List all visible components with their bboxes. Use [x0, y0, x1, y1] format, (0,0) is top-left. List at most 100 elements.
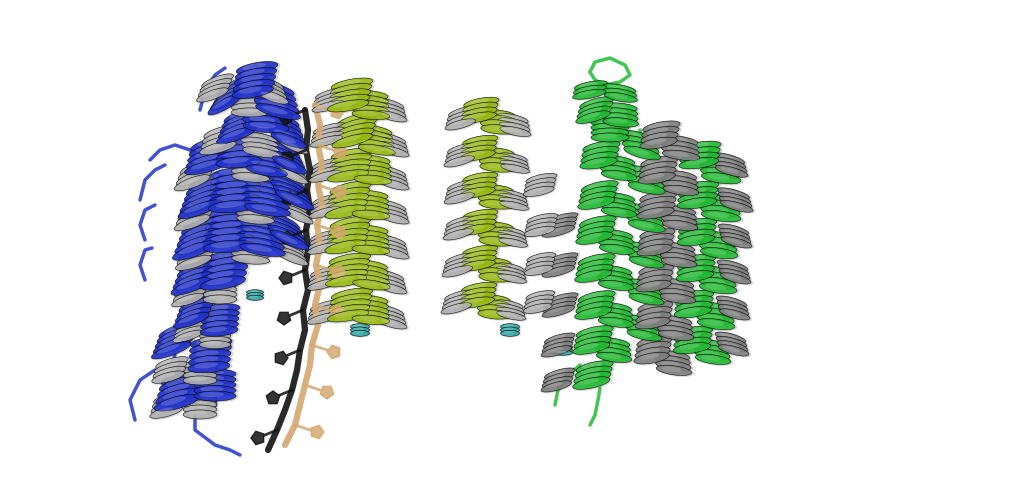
Ellipse shape: [660, 289, 697, 300]
Ellipse shape: [640, 348, 660, 354]
Ellipse shape: [596, 352, 632, 362]
Ellipse shape: [355, 125, 392, 136]
Ellipse shape: [719, 196, 753, 209]
Ellipse shape: [526, 291, 554, 301]
Ellipse shape: [586, 153, 608, 159]
Ellipse shape: [524, 299, 553, 309]
Ellipse shape: [240, 132, 277, 143]
Ellipse shape: [184, 299, 205, 308]
Ellipse shape: [703, 320, 724, 326]
Ellipse shape: [227, 114, 251, 123]
Ellipse shape: [484, 237, 504, 242]
Ellipse shape: [550, 214, 569, 220]
Ellipse shape: [351, 195, 389, 205]
Ellipse shape: [642, 245, 662, 252]
Ellipse shape: [261, 100, 286, 109]
Ellipse shape: [177, 318, 209, 331]
Ellipse shape: [273, 185, 313, 206]
Ellipse shape: [698, 272, 738, 284]
Ellipse shape: [630, 167, 652, 174]
Ellipse shape: [452, 181, 470, 187]
Ellipse shape: [254, 81, 286, 96]
Ellipse shape: [213, 221, 241, 228]
Ellipse shape: [466, 141, 487, 147]
Ellipse shape: [446, 216, 479, 228]
Ellipse shape: [357, 311, 379, 316]
Ellipse shape: [222, 129, 244, 139]
Ellipse shape: [447, 263, 464, 269]
Ellipse shape: [694, 345, 731, 356]
Ellipse shape: [446, 184, 479, 196]
Ellipse shape: [461, 177, 499, 189]
Ellipse shape: [351, 100, 389, 110]
Ellipse shape: [325, 240, 368, 255]
Ellipse shape: [331, 133, 374, 149]
Ellipse shape: [599, 244, 634, 255]
Ellipse shape: [216, 201, 244, 208]
Ellipse shape: [485, 111, 505, 116]
Ellipse shape: [461, 145, 498, 157]
Ellipse shape: [351, 324, 370, 330]
Ellipse shape: [546, 343, 564, 349]
Ellipse shape: [188, 362, 208, 366]
Ellipse shape: [175, 307, 213, 324]
Ellipse shape: [661, 140, 700, 152]
Ellipse shape: [286, 210, 304, 219]
Ellipse shape: [173, 330, 203, 343]
Ellipse shape: [236, 246, 258, 250]
Ellipse shape: [314, 172, 332, 178]
Ellipse shape: [219, 168, 248, 175]
Ellipse shape: [239, 243, 287, 258]
Ellipse shape: [500, 327, 520, 333]
Ellipse shape: [704, 232, 725, 238]
Ellipse shape: [381, 284, 398, 290]
Ellipse shape: [237, 231, 283, 244]
Ellipse shape: [207, 207, 257, 220]
Ellipse shape: [575, 331, 614, 345]
Ellipse shape: [599, 192, 634, 203]
Ellipse shape: [335, 123, 377, 138]
Ellipse shape: [280, 204, 313, 221]
Ellipse shape: [526, 291, 557, 301]
Ellipse shape: [326, 270, 367, 282]
Ellipse shape: [541, 381, 572, 392]
Polygon shape: [275, 351, 288, 365]
Ellipse shape: [373, 98, 403, 109]
Ellipse shape: [481, 125, 518, 135]
Ellipse shape: [701, 205, 742, 217]
Ellipse shape: [186, 153, 233, 170]
Ellipse shape: [373, 305, 403, 316]
Ellipse shape: [485, 159, 504, 163]
Ellipse shape: [249, 110, 275, 116]
Ellipse shape: [351, 95, 389, 105]
Ellipse shape: [266, 213, 288, 224]
Ellipse shape: [483, 228, 503, 232]
Ellipse shape: [208, 305, 229, 310]
Ellipse shape: [325, 205, 368, 220]
Ellipse shape: [596, 129, 618, 133]
Ellipse shape: [333, 171, 357, 177]
Ellipse shape: [383, 180, 400, 186]
Ellipse shape: [161, 396, 186, 405]
Ellipse shape: [381, 319, 398, 325]
Ellipse shape: [596, 124, 618, 128]
Ellipse shape: [329, 89, 372, 102]
Ellipse shape: [179, 217, 199, 225]
Ellipse shape: [308, 238, 341, 250]
Ellipse shape: [152, 396, 186, 410]
Ellipse shape: [183, 400, 217, 409]
Ellipse shape: [479, 148, 515, 157]
Ellipse shape: [279, 166, 298, 175]
Ellipse shape: [553, 345, 573, 350]
Ellipse shape: [376, 204, 407, 215]
Ellipse shape: [179, 297, 217, 314]
Ellipse shape: [447, 110, 480, 122]
Ellipse shape: [351, 305, 391, 316]
Ellipse shape: [383, 214, 400, 220]
Ellipse shape: [499, 238, 528, 247]
Ellipse shape: [183, 371, 218, 381]
Ellipse shape: [459, 297, 494, 308]
Ellipse shape: [173, 241, 216, 260]
Ellipse shape: [597, 229, 634, 240]
Ellipse shape: [588, 142, 610, 148]
